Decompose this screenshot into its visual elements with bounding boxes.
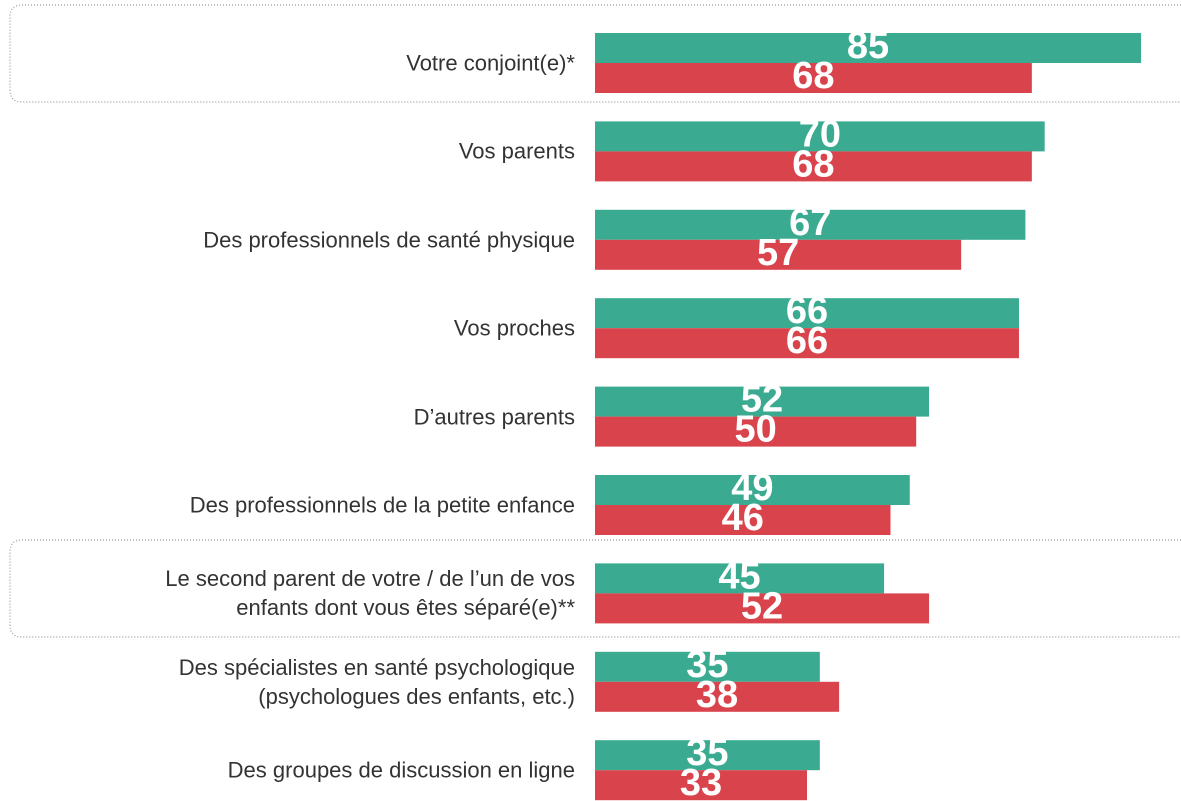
bar — [595, 239, 962, 270]
bar — [595, 33, 1142, 63]
value-label: 38 — [696, 674, 738, 716]
category-label: D’autres parents — [413, 404, 575, 430]
value-label: 66 — [786, 290, 828, 332]
value-label: 66 — [786, 320, 828, 362]
bar — [595, 63, 1032, 93]
value-label: 68 — [792, 55, 834, 97]
category-label: Des professionnels de la petite enfance — [189, 492, 575, 518]
value-label: 35 — [686, 644, 728, 686]
bar — [595, 593, 930, 624]
bar — [595, 386, 930, 417]
category-label: Des spécialistes en santé psychologique … — [178, 654, 575, 709]
bar — [595, 475, 910, 505]
value-label: 52 — [741, 585, 783, 627]
value-label: 85 — [847, 25, 889, 67]
bar — [595, 770, 807, 801]
bar — [595, 121, 1045, 152]
value-label: 45 — [718, 555, 760, 597]
bar — [595, 651, 820, 682]
bar — [595, 681, 840, 712]
value-label: 57 — [757, 232, 799, 274]
category-label: Vos parents — [458, 138, 575, 164]
category-label: Des professionnels de santé physique — [203, 227, 575, 253]
value-label: 49 — [731, 467, 773, 509]
category-label: Votre conjoint(e)* — [406, 50, 575, 76]
value-label: 50 — [734, 409, 776, 451]
category-label: Vos proches — [453, 315, 575, 341]
bar — [595, 298, 1019, 329]
value-label: 33 — [680, 762, 722, 801]
value-label: 52 — [741, 379, 783, 421]
category-label: Des groupes de discussion en ligne — [227, 757, 575, 783]
bar — [595, 328, 1019, 359]
bar — [595, 151, 1032, 182]
value-label: 68 — [792, 143, 834, 185]
bar — [595, 505, 891, 535]
value-label: 70 — [799, 113, 841, 155]
value-label: 35 — [686, 732, 728, 774]
value-label: 46 — [722, 497, 764, 539]
category-label: Le second parent de votre / de l’un de v… — [165, 566, 575, 621]
bar — [595, 563, 885, 594]
bar — [595, 416, 917, 447]
bar — [595, 209, 1026, 240]
value-label: 67 — [789, 202, 831, 244]
bar — [595, 740, 820, 771]
